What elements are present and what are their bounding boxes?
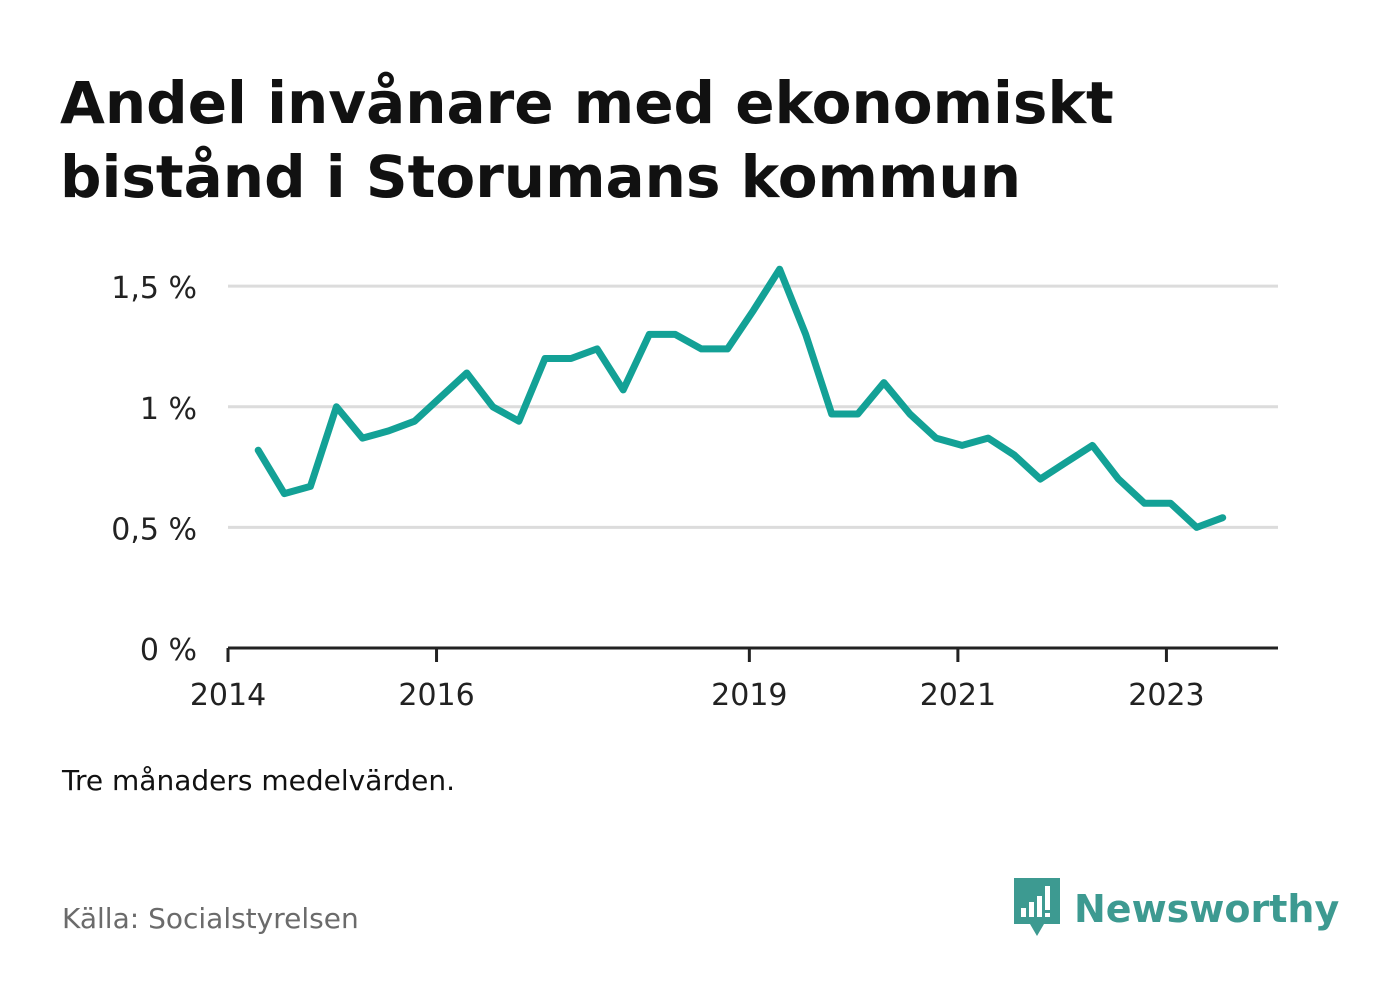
brand-name: Newsworthy: [1074, 887, 1340, 931]
line-chart: 0 % 0,5 % 1 % 1,5 % 2014 2016 2019 2021 2023: [111, 265, 1278, 713]
series-group: [254, 265, 1227, 531]
x-tick-label: 2021: [920, 678, 996, 713]
series-line: [254, 265, 1227, 531]
x-tick-label: 2016: [398, 678, 474, 713]
y-tick-label: 0,5 %: [111, 512, 197, 547]
x-tick-label: 2014: [190, 678, 266, 713]
brand-logo[interactable]: Newsworthy: [1012, 878, 1339, 940]
newsworthy-logo-icon: [1014, 878, 1060, 936]
y-tick-label: 0 %: [140, 633, 197, 668]
y-tick-label: 1 %: [140, 392, 197, 427]
grid-lines: [228, 284, 1278, 529]
x-tick-label: 2023: [1128, 678, 1204, 713]
x-tick-label: 2019: [711, 678, 787, 713]
y-axis-ticks: 0 % 0,5 % 1 % 1,5 %: [111, 271, 197, 668]
chart-note: Tre månaders medelvärden.: [62, 764, 456, 797]
x-axis: 2014 2016 2019 2021 2023: [190, 646, 1278, 713]
y-tick-label: 1,5 %: [111, 271, 197, 306]
source-text: Källa: Socialstyrelsen: [62, 902, 359, 935]
chart-title: Andel invånare med ekonomiskt bistånd i …: [60, 69, 1114, 211]
